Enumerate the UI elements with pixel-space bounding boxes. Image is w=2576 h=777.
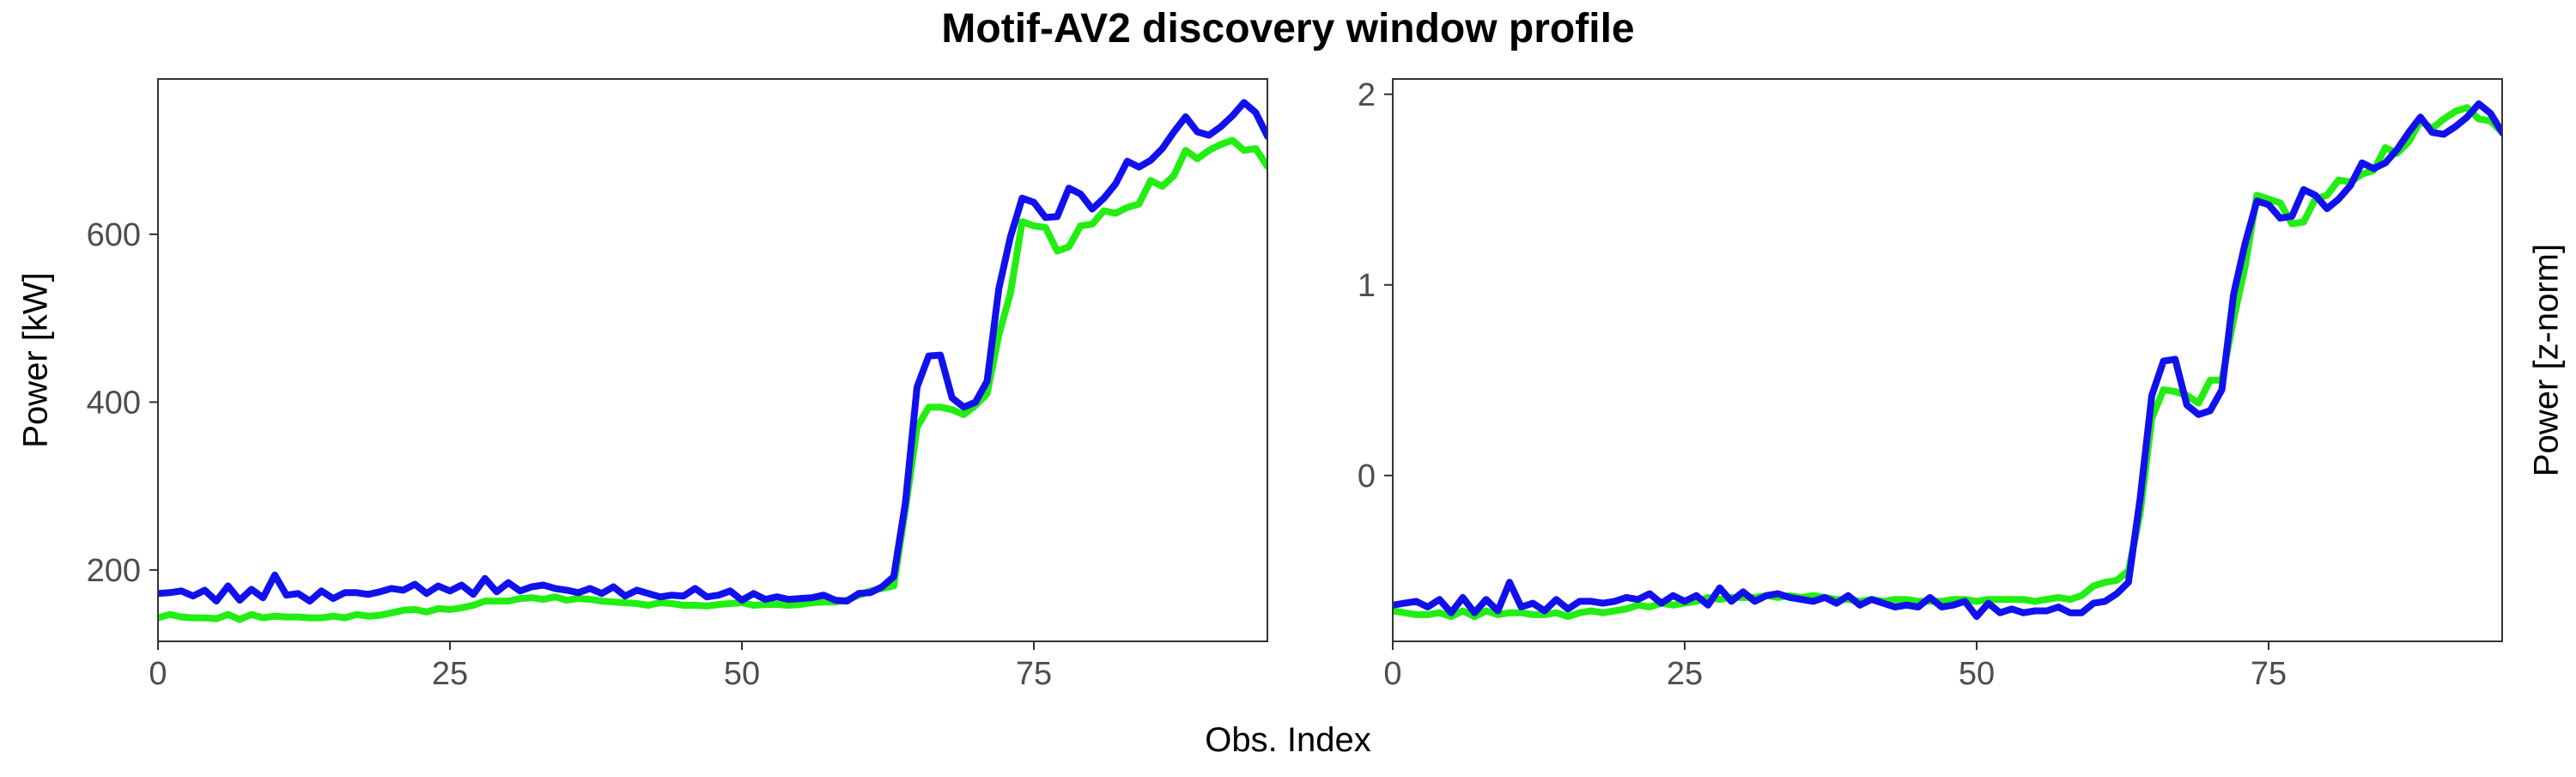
series-line-left-2 (158, 99, 1267, 605)
x-tick-label: 75 (1016, 656, 1052, 692)
x-tick-label: 50 (724, 656, 760, 692)
x-axis-title: Obs. Index (1205, 721, 1371, 759)
x-tick-label: 75 (2251, 656, 2287, 692)
plot-frame-right (1392, 78, 2503, 642)
x-tick-label: 50 (1959, 656, 1995, 692)
x-tick-label: 25 (1667, 656, 1703, 692)
y-axis-title-right: Power [z-norm] (2528, 244, 2566, 477)
y-tick-label: 200 (87, 553, 141, 589)
chart-title: Motif-AV2 discovery window profile (941, 6, 1635, 52)
y-tick-label: 1 (1358, 268, 1376, 304)
y-axis-title-left: Power [kW] (17, 272, 55, 447)
x-tick-label: 0 (1383, 656, 1401, 692)
y-tick-label: 2 (1358, 77, 1376, 113)
y-tick-label: 400 (87, 385, 141, 421)
y-tick-label: 600 (87, 217, 141, 253)
panel-right: 0 25 50 75 0 1 2 Power [z-norm] (1358, 77, 2566, 692)
panel-left: 0 25 50 75 200 400 600 Power [kW] (17, 78, 1268, 692)
x-tick-label: 0 (149, 656, 167, 692)
y-tick-label: 0 (1358, 458, 1376, 495)
series-line-left-1 (158, 137, 1267, 623)
plot-frame-left (157, 78, 1268, 642)
series-line-right-1 (1393, 104, 2502, 621)
series-line-right-2 (1393, 100, 2502, 621)
x-tick-label: 25 (432, 656, 468, 692)
